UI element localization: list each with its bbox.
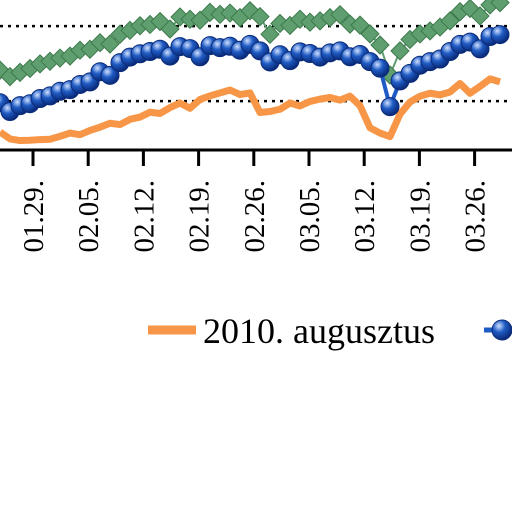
x-tick-label: 02.26. (239, 180, 271, 253)
diamond-marker (160, 19, 180, 39)
diamond-marker (440, 11, 460, 31)
diamond-marker (390, 41, 410, 61)
diamond-marker (350, 15, 370, 35)
diamond-marker (330, 4, 350, 25)
x-tick-label: 01.29. (18, 180, 50, 253)
x-tick-label: 02.05. (73, 180, 105, 253)
x-axis-tick-labels: 01.29. 02.05. 02.12. 02.19. 02.26. 03.05. 03.1… (18, 180, 492, 253)
x-tick-label: 02.12. (128, 180, 160, 253)
diamond-marker (100, 34, 120, 54)
x-tick-label: 03.19. (404, 180, 436, 253)
series-line-0 (0, 75, 501, 145)
diamond-marker (470, 6, 490, 26)
legend: 2010. augusztus (148, 311, 512, 351)
diamond-marker (460, 0, 480, 19)
series-2 (0, 0, 510, 87)
diamond-marker (490, 0, 510, 13)
diamond-marker (360, 24, 380, 44)
x-axis-ticks (31, 150, 477, 166)
legend-swatch-1-marker (491, 319, 512, 341)
diamond-marker (370, 35, 390, 55)
x-tick-label: 03.05. (294, 180, 326, 253)
x-tick-label: 02.19. (184, 180, 216, 253)
sphere-marker (470, 39, 490, 59)
sphere-marker (490, 25, 510, 45)
x-tick-label: 03.26. (460, 180, 492, 253)
diamond-marker (260, 24, 280, 44)
sphere-marker (100, 65, 120, 85)
diamond-marker (250, 6, 270, 27)
diamond-marker (0, 60, 10, 80)
sphere-marker (370, 58, 390, 78)
series-layer (0, 0, 510, 145)
x-tick-label: 03.12. (349, 180, 381, 253)
series-1 (0, 25, 510, 122)
legend-label-0: 2010. augusztus (203, 311, 435, 351)
series-0 (0, 75, 501, 145)
sphere-marker (380, 97, 400, 117)
